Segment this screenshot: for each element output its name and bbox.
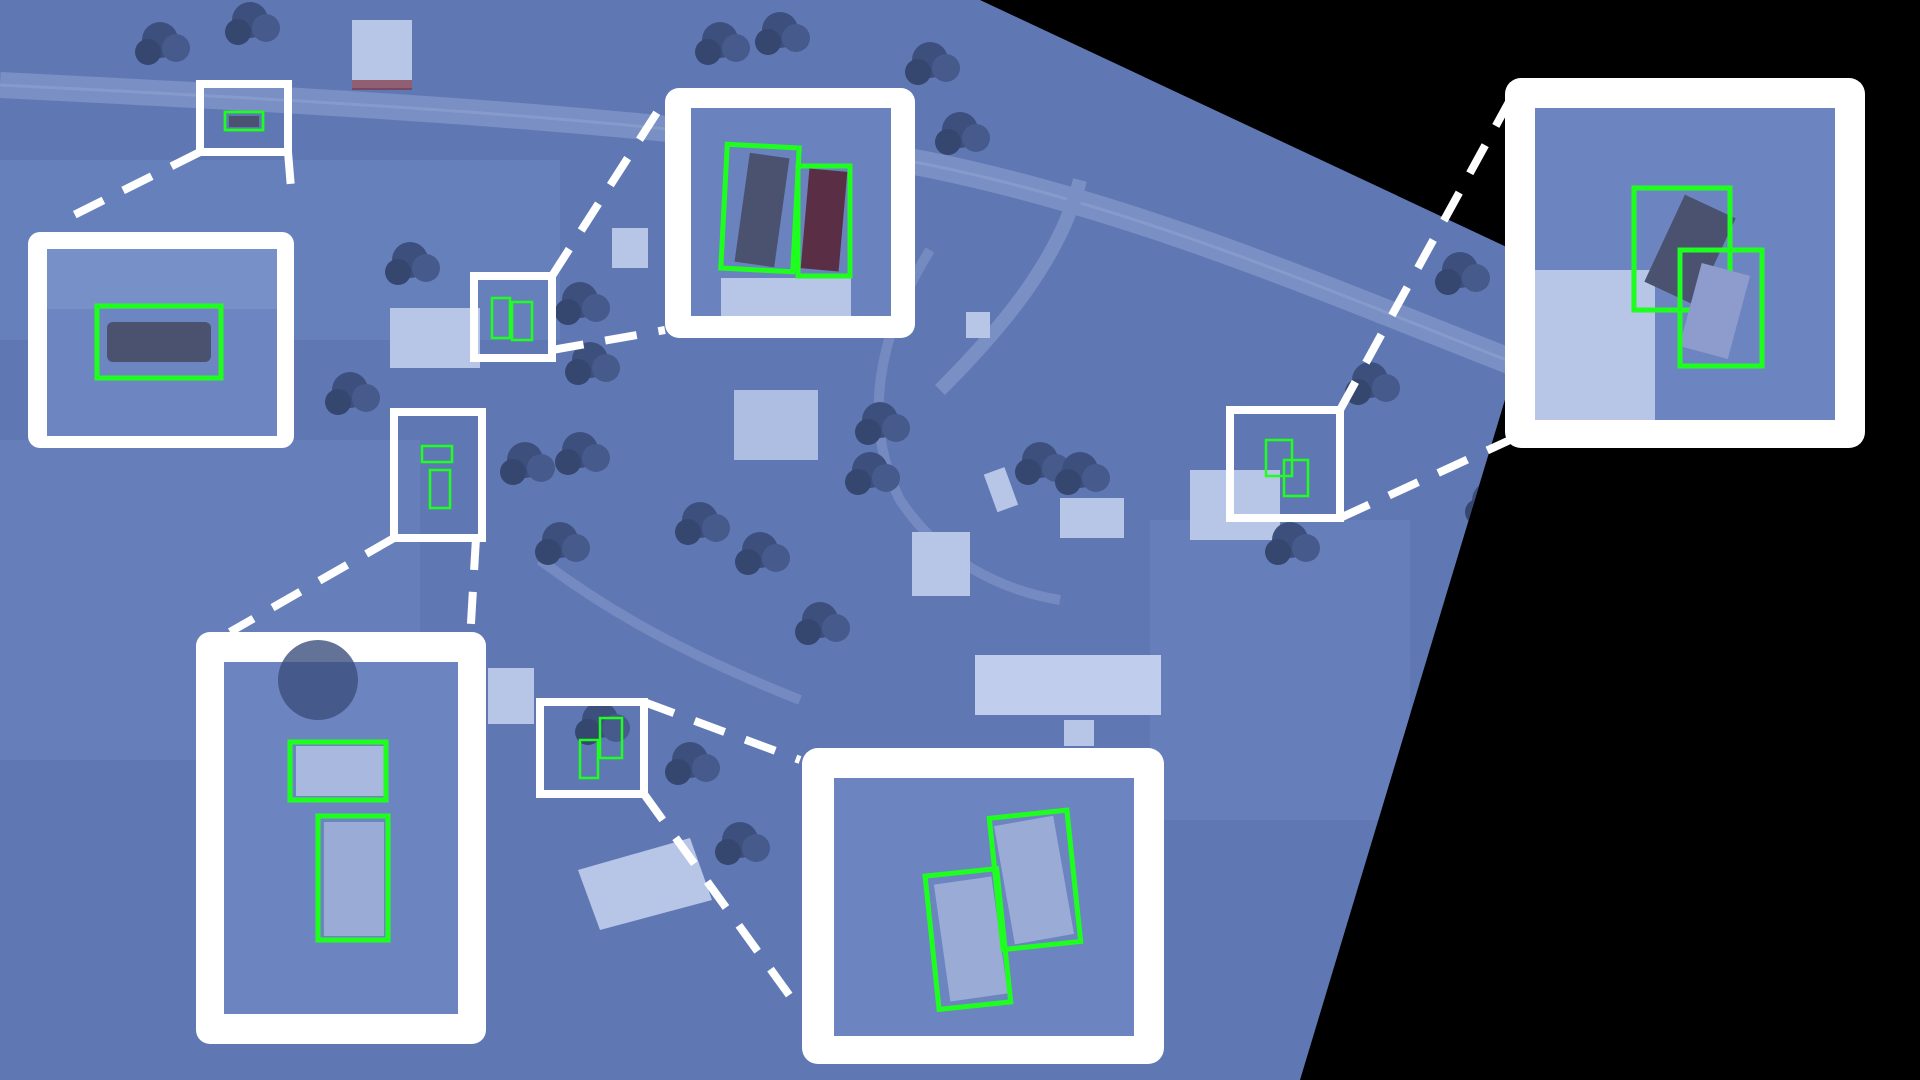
detections	[223, 110, 1310, 780]
car-zoom	[107, 322, 211, 362]
detection-box-zoom	[1677, 247, 1765, 369]
buildings	[352, 20, 1280, 930]
detection-box	[490, 296, 512, 340]
callout-region-5	[1505, 78, 1865, 448]
source-frame	[536, 698, 648, 798]
detection-box	[510, 300, 534, 342]
callout-region-3	[196, 632, 486, 1044]
detection-box	[1282, 458, 1310, 498]
source-frame	[390, 408, 486, 542]
detection-box	[223, 110, 265, 132]
detection-box-zoom	[287, 739, 389, 803]
source-frame	[196, 80, 292, 156]
source-frame	[470, 272, 556, 362]
detection-box-zoom	[94, 303, 224, 381]
detection-box	[420, 444, 454, 464]
detection-box	[1264, 438, 1294, 478]
detection-box	[428, 468, 452, 510]
connectors	[58, 97, 1514, 1013]
callout-region-1	[28, 232, 294, 448]
detection-box-zoom	[315, 813, 391, 943]
callout-region-2	[665, 88, 915, 338]
detection-box-zoom	[986, 807, 1084, 953]
detection-box-zoom	[795, 163, 853, 279]
callout-region-4	[802, 748, 1164, 1064]
detection-box	[598, 716, 624, 760]
detection-box	[578, 738, 600, 780]
source-frames	[196, 80, 1344, 798]
source-frame	[1226, 406, 1344, 522]
